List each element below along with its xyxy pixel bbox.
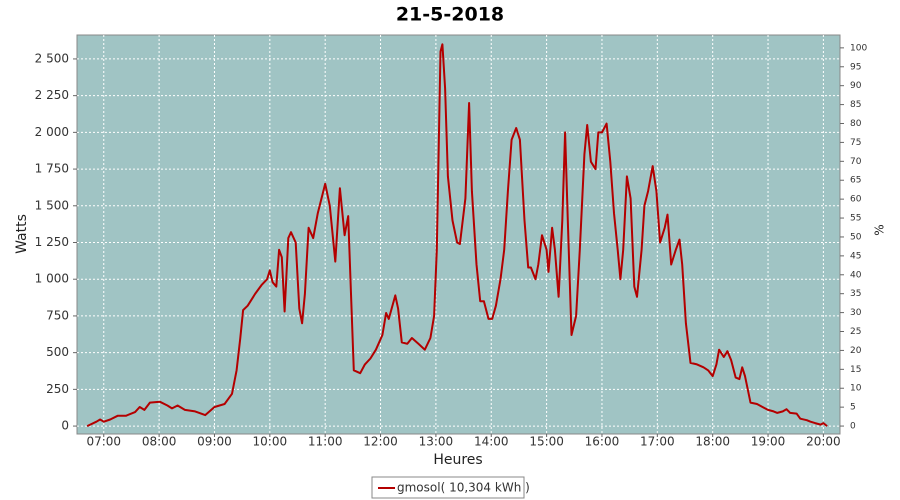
- x-tick-label: 07:00: [86, 435, 121, 449]
- legend: [371, 476, 525, 499]
- x-axis-title: Heures: [433, 452, 482, 468]
- x-tick-label: 11:00: [308, 435, 343, 449]
- y2-tick-label: 70: [850, 157, 862, 167]
- x-tick-label: 13:00: [419, 435, 454, 449]
- x-tick-label: 15:00: [529, 435, 564, 449]
- y2-tick-label: 40: [850, 270, 862, 280]
- x-tick-label: 20:00: [806, 435, 841, 449]
- y2-tick-label: 50: [850, 232, 862, 242]
- y-tick-label: 2 000: [35, 125, 69, 139]
- plot-area: [76, 34, 841, 435]
- y2-tick-label: 75: [850, 138, 861, 148]
- y2-tick-label: 95: [850, 62, 861, 72]
- y-tick-label: 1 250: [35, 235, 69, 249]
- x-tick-label: 09:00: [197, 435, 232, 449]
- x-tick-label: 18:00: [695, 435, 730, 449]
- y-axis-title: Watts: [14, 214, 30, 254]
- y2-tick-label: 90: [850, 81, 862, 91]
- y2-axis-title: %: [873, 224, 887, 235]
- legend-label: gmosol( 10,304 kWh ): [397, 481, 530, 495]
- y2-tick-label: 55: [850, 214, 861, 224]
- x-tick-label: 08:00: [142, 435, 177, 449]
- y-tick-label: 2 250: [35, 88, 69, 102]
- x-tick-label: 14:00: [474, 435, 509, 449]
- y2-tick-label: 0: [850, 422, 856, 432]
- series-line: [86, 43, 828, 428]
- y2-tick-label: 25: [850, 327, 861, 337]
- y-tick-label: 250: [46, 382, 69, 396]
- x-tick-label: 12:00: [363, 435, 398, 449]
- y2-tick-label: 30: [850, 308, 862, 318]
- y2-tick-label: 5: [850, 403, 856, 413]
- y2-tick-label: 80: [850, 119, 862, 129]
- y2-tick-label: 60: [850, 195, 862, 205]
- y-tick-label: 750: [46, 308, 69, 322]
- y-tick-label: 1 000: [35, 272, 69, 286]
- y-tick-label: 2 500: [35, 51, 69, 65]
- y2-tick-label: 15: [850, 365, 861, 375]
- y2-tick-label: 65: [850, 176, 861, 186]
- y2-tick-label: 35: [850, 289, 861, 299]
- y2-tick-label: 100: [850, 43, 867, 53]
- y2-tick-label: 45: [850, 251, 861, 261]
- x-tick-label: 16:00: [585, 435, 620, 449]
- y2-tick-label: 20: [850, 346, 862, 356]
- y-tick-label: 1 500: [35, 198, 69, 212]
- y2-tick-label: 10: [850, 384, 862, 394]
- y-tick-label: 1 750: [35, 162, 69, 176]
- x-tick-label: 19:00: [751, 435, 786, 449]
- y-tick-label: 0: [61, 419, 69, 433]
- chart-title: 21-5-2018: [396, 4, 504, 26]
- y-tick-label: 500: [46, 345, 69, 359]
- x-tick-label: 10:00: [253, 435, 288, 449]
- y2-tick-label: 85: [850, 100, 861, 110]
- x-tick-label: 17:00: [640, 435, 675, 449]
